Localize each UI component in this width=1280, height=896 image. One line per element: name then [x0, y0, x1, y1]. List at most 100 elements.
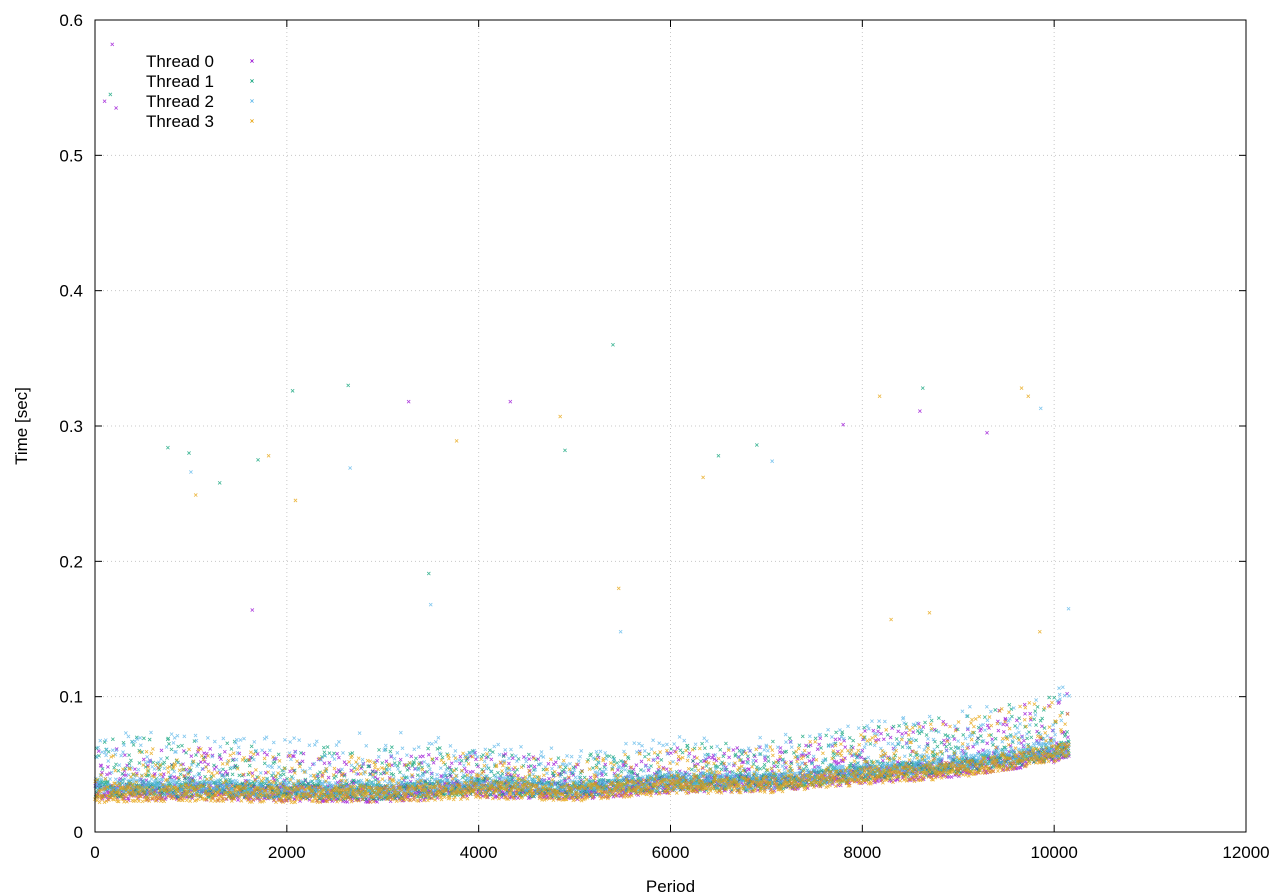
data-point	[262, 761, 267, 766]
data-point	[622, 762, 626, 767]
data-point	[276, 752, 281, 757]
data-point	[322, 761, 327, 766]
data-point	[320, 773, 325, 778]
data-point	[981, 748, 985, 753]
data-point	[100, 766, 105, 771]
data-point	[702, 758, 706, 763]
data-point	[275, 777, 280, 782]
data-point	[375, 799, 379, 804]
data-point	[462, 766, 467, 771]
data-point	[474, 757, 478, 762]
data-point	[133, 767, 137, 772]
data-point	[196, 762, 201, 766]
outlier-point	[508, 399, 513, 404]
data-point	[225, 771, 230, 776]
data-point	[137, 761, 142, 765]
data-point	[212, 763, 216, 768]
data-point	[547, 776, 551, 781]
data-point	[342, 773, 347, 778]
data-point	[675, 746, 680, 750]
data-point	[985, 723, 990, 728]
data-point	[965, 727, 970, 732]
data-point	[265, 752, 269, 757]
data-point	[250, 771, 255, 776]
data-point	[567, 776, 571, 780]
data-point	[996, 728, 1001, 733]
data-point	[326, 775, 331, 780]
data-point	[506, 761, 511, 766]
data-point	[741, 760, 746, 764]
data-point	[172, 775, 177, 779]
data-point	[230, 758, 235, 763]
data-point	[236, 798, 240, 802]
data-point	[772, 764, 777, 769]
data-point	[122, 753, 127, 758]
data-point	[447, 765, 452, 770]
data-point	[979, 727, 984, 731]
data-point	[669, 751, 673, 756]
data-point	[367, 764, 371, 769]
data-point	[735, 746, 740, 750]
data-point	[180, 743, 184, 748]
data-point	[108, 771, 112, 776]
outlier-point	[114, 106, 118, 110]
data-point	[770, 769, 775, 774]
data-point	[208, 746, 213, 751]
data-point	[510, 756, 515, 761]
data-point	[888, 735, 893, 740]
data-point	[1040, 724, 1044, 729]
data-point	[431, 760, 436, 765]
data-point	[634, 763, 639, 768]
data-points	[93, 42, 1072, 805]
data-point	[99, 764, 104, 768]
data-point	[843, 745, 848, 750]
data-point	[722, 751, 727, 756]
data-point	[176, 744, 181, 749]
data-point	[527, 757, 532, 761]
data-point	[146, 769, 151, 773]
data-point	[422, 797, 427, 802]
data-point	[1001, 729, 1006, 734]
data-point	[291, 768, 296, 773]
data-point	[252, 782, 257, 787]
data-point	[373, 778, 378, 782]
data-point	[1022, 702, 1027, 707]
data-point	[290, 754, 295, 758]
data-point	[120, 771, 125, 776]
data-point	[288, 769, 292, 774]
data-point	[896, 729, 901, 734]
data-point	[464, 769, 469, 774]
data-point	[904, 730, 908, 735]
data-point	[526, 764, 531, 769]
data-point	[910, 749, 914, 754]
data-point	[1004, 722, 1009, 727]
data-point	[349, 768, 354, 773]
data-point	[217, 753, 222, 757]
data-point	[194, 753, 198, 757]
data-point	[661, 765, 666, 770]
data-point	[105, 772, 109, 777]
data-point	[169, 763, 174, 767]
data-point	[281, 772, 286, 777]
data-point	[184, 750, 188, 755]
data-point	[345, 800, 350, 804]
data-point	[418, 798, 423, 803]
data-point	[406, 794, 410, 799]
data-point	[225, 773, 230, 777]
data-point	[804, 743, 808, 748]
data-point	[159, 748, 164, 753]
data-point	[188, 768, 193, 772]
data-point	[553, 760, 558, 765]
data-point	[736, 754, 741, 759]
data-point	[373, 771, 378, 775]
outlier-point	[406, 399, 411, 404]
data-point	[985, 741, 990, 746]
data-point	[1003, 716, 1008, 721]
data-point	[225, 741, 230, 746]
data-point	[976, 749, 981, 754]
data-point	[859, 755, 864, 760]
data-point	[1020, 734, 1024, 739]
data-point	[434, 756, 439, 761]
data-point	[532, 764, 537, 769]
data-point	[449, 761, 454, 766]
